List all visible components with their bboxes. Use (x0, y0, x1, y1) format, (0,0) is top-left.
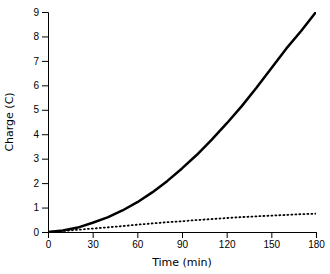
y-tick-mark (42, 134, 48, 135)
y-axis: 0 1 2 3 4 5 6 7 8 9 (33, 7, 48, 238)
x-tick-label: 180 (308, 239, 325, 250)
y-axis-title: Charge (C) (3, 92, 16, 151)
y-tick-label: 0 (33, 227, 39, 238)
x-tick: 120 (219, 232, 236, 250)
x-tick-label: 30 (88, 239, 100, 250)
y-tick-label: 1 (33, 202, 39, 213)
chart: 0 30 60 90 120 150 180 0 1 2 3 4 5 6 7 8 9 Time (min) Char… (0, 0, 330, 274)
series-line (48, 214, 316, 232)
x-axis-line (49, 233, 317, 239)
x-tick-label: 60 (132, 239, 144, 250)
y-tick-mark (42, 12, 48, 13)
y-tick: 3 (33, 153, 48, 164)
x-tick-label: 90 (177, 239, 189, 250)
y-tick-mark (42, 85, 48, 86)
y-tick-label: 7 (33, 56, 39, 67)
x-tick-label: 0 (46, 239, 52, 250)
x-tick: 180 (308, 232, 325, 250)
x-tick-mark (271, 232, 272, 238)
x-tick-label: 120 (219, 239, 236, 250)
x-tick-mark (227, 232, 228, 238)
x-tick-mark (182, 232, 183, 238)
y-axis-line (42, 13, 49, 233)
y-tick-mark (42, 110, 48, 111)
y-tick: 8 (33, 31, 48, 42)
y-tick-label: 9 (33, 7, 39, 18)
x-axis: 0 30 60 90 120 150 180 (46, 232, 326, 250)
y-tick-label: 5 (33, 104, 39, 115)
x-tick: 60 (132, 232, 144, 250)
y-tick-label: 3 (33, 153, 39, 164)
x-tick-mark (316, 232, 317, 238)
y-tick: 9 (33, 7, 48, 18)
y-tick: 1 (33, 202, 48, 213)
series-line (48, 12, 316, 232)
lines (48, 12, 316, 232)
x-tick: 150 (263, 232, 280, 250)
plot-area: 0 30 60 90 120 150 180 0 1 2 3 4 5 6 7 8 9 (33, 7, 325, 250)
y-tick: 6 (33, 80, 48, 91)
y-tick: 4 (33, 129, 48, 140)
y-tick-mark (42, 208, 48, 209)
y-tick-mark (42, 159, 48, 160)
x-axis-title: Time (min) (151, 256, 212, 269)
y-tick: 0 (33, 227, 48, 238)
y-tick-label: 2 (33, 178, 39, 189)
x-tick: 0 (46, 232, 52, 250)
y-tick-mark (42, 61, 48, 62)
x-tick-mark (93, 232, 94, 238)
y-tick-label: 4 (33, 129, 39, 140)
x-tick-label: 150 (263, 239, 280, 250)
y-tick: 7 (33, 56, 48, 67)
x-tick: 30 (88, 232, 100, 250)
y-tick: 5 (33, 104, 48, 115)
y-tick-mark (42, 36, 48, 37)
x-tick-mark (137, 232, 138, 238)
y-tick-label: 6 (33, 80, 39, 91)
x-tick: 90 (177, 232, 189, 250)
y-tick-mark (42, 183, 48, 184)
y-tick: 2 (33, 178, 48, 189)
y-tick-label: 8 (33, 31, 39, 42)
y-tick-mark (42, 232, 48, 233)
